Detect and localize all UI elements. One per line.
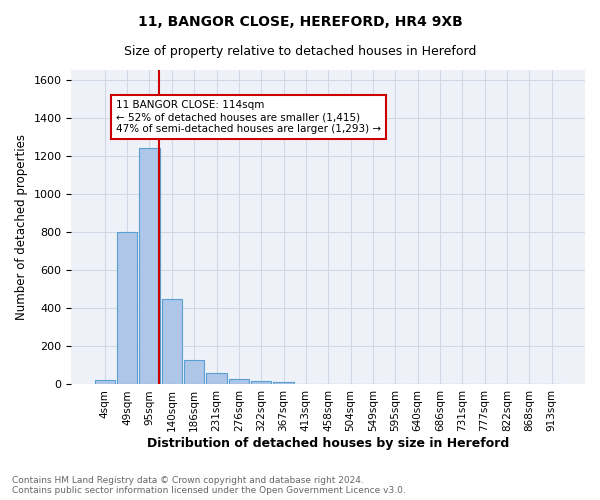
Bar [184, 360, 204, 384]
Text: Contains HM Land Registry data © Crown copyright and database right 2024.
Contai: Contains HM Land Registry data © Crown c… [12, 476, 406, 495]
X-axis label: Distribution of detached houses by size in Hereford: Distribution of detached houses by size … [147, 437, 509, 450]
Text: Size of property relative to detached houses in Hereford: Size of property relative to detached ho… [124, 45, 476, 58]
Text: 11 BANGOR CLOSE: 114sqm
← 52% of detached houses are smaller (1,415)
47% of semi: 11 BANGOR CLOSE: 114sqm ← 52% of detache… [116, 100, 381, 134]
Bar [206, 372, 227, 384]
Bar [274, 382, 293, 384]
Bar [139, 148, 160, 384]
Bar [229, 380, 249, 384]
Bar [95, 380, 115, 384]
Text: 11, BANGOR CLOSE, HEREFORD, HR4 9XB: 11, BANGOR CLOSE, HEREFORD, HR4 9XB [137, 15, 463, 29]
Bar [162, 298, 182, 384]
Bar [117, 232, 137, 384]
Y-axis label: Number of detached properties: Number of detached properties [15, 134, 28, 320]
Bar [251, 381, 271, 384]
